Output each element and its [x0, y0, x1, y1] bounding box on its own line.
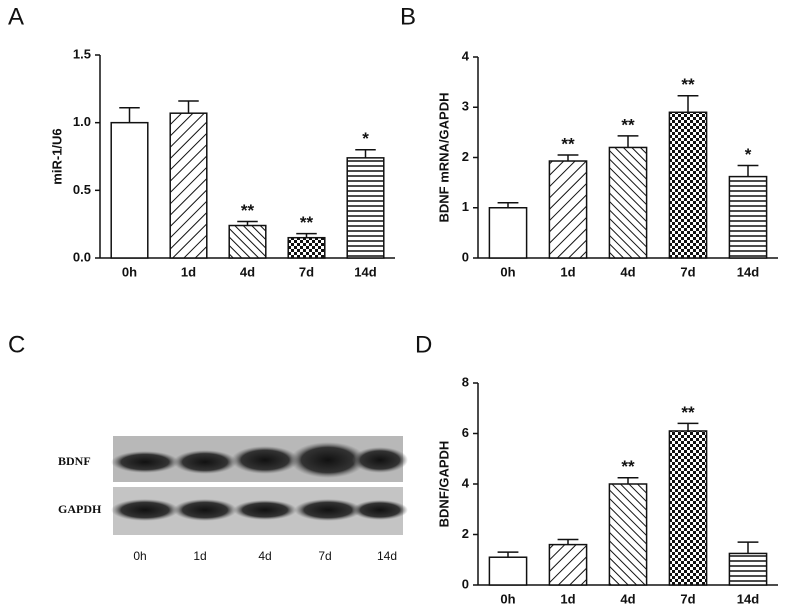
significance: ** [561, 134, 575, 153]
significance: * [362, 129, 369, 148]
x-tick-label: 7d [680, 264, 695, 279]
panel-letter: C [8, 331, 25, 358]
lane-label: 4d [258, 549, 271, 563]
significance: ** [681, 75, 695, 94]
significance: ** [681, 403, 695, 422]
y-tick-label: 0.0 [73, 249, 91, 264]
y-axis-label: BDNF/GAPDH [436, 441, 451, 528]
x-tick-label: 14d [737, 264, 759, 279]
y-tick-label: 4 [462, 48, 470, 63]
panel-letter: D [415, 331, 432, 358]
band [290, 442, 366, 478]
bar [668, 430, 708, 586]
y-tick-label: 1.0 [73, 114, 91, 129]
band [173, 499, 237, 521]
band [111, 451, 179, 473]
lane-label: 7d [318, 549, 331, 563]
band [233, 500, 297, 520]
x-tick-label: 0h [500, 264, 515, 279]
band [352, 500, 408, 520]
lane-label: 0h [133, 549, 146, 563]
bar [608, 483, 648, 586]
bar [110, 121, 149, 259]
significance: * [745, 145, 752, 164]
bar [548, 160, 588, 259]
panel-letter: B [400, 3, 416, 30]
y-axis-label: miR-1/U6 [49, 128, 64, 184]
x-tick-label: 7d [680, 591, 695, 606]
x-tick-label: 0h [122, 264, 137, 279]
y-tick-label: 2 [462, 526, 469, 541]
band [231, 446, 299, 474]
band [111, 499, 179, 521]
significance: ** [241, 201, 255, 220]
band [352, 447, 408, 473]
bar [169, 112, 208, 259]
y-tick-label: 4 [462, 475, 470, 490]
x-tick-label: 4d [620, 264, 635, 279]
band [173, 450, 237, 474]
band [294, 499, 362, 521]
y-tick-label: 6 [462, 425, 469, 440]
bar [668, 111, 708, 259]
x-tick-label: 4d [240, 264, 255, 279]
x-tick-label: 0h [500, 591, 515, 606]
x-tick-label: 1d [181, 264, 196, 279]
x-tick-label: 14d [354, 264, 376, 279]
significance: ** [621, 115, 635, 134]
bar [346, 157, 385, 259]
x-tick-label: 4d [620, 591, 635, 606]
x-tick-label: 1d [560, 591, 575, 606]
lane-label: 1d [193, 549, 206, 563]
x-tick-label: 14d [737, 591, 759, 606]
bar [728, 175, 768, 259]
significance: ** [300, 213, 314, 232]
bar [228, 224, 267, 259]
lane-label: 14d [377, 549, 397, 563]
row-label: BDNF [58, 454, 91, 468]
significance: ** [621, 457, 635, 476]
x-tick-label: 1d [560, 264, 575, 279]
x-tick-label: 7d [299, 264, 314, 279]
y-tick-label: 8 [462, 374, 469, 389]
y-axis-label: BDNF mRNA/GAPDH [436, 93, 451, 223]
bar [488, 556, 528, 586]
y-tick-label: 2 [462, 149, 469, 164]
bar [608, 146, 648, 259]
y-tick-label: 0.5 [73, 182, 91, 197]
bar [728, 552, 768, 586]
y-tick-label: 0 [462, 576, 469, 591]
y-tick-label: 1.5 [73, 46, 91, 61]
bar [548, 543, 588, 586]
y-tick-label: 1 [462, 199, 469, 214]
y-tick-label: 3 [462, 99, 469, 114]
blot [111, 436, 408, 535]
panel-letter: A [8, 3, 24, 30]
bar [287, 236, 326, 259]
y-tick-label: 0 [462, 249, 469, 264]
bar [488, 207, 528, 259]
row-label: GAPDH [58, 502, 102, 516]
